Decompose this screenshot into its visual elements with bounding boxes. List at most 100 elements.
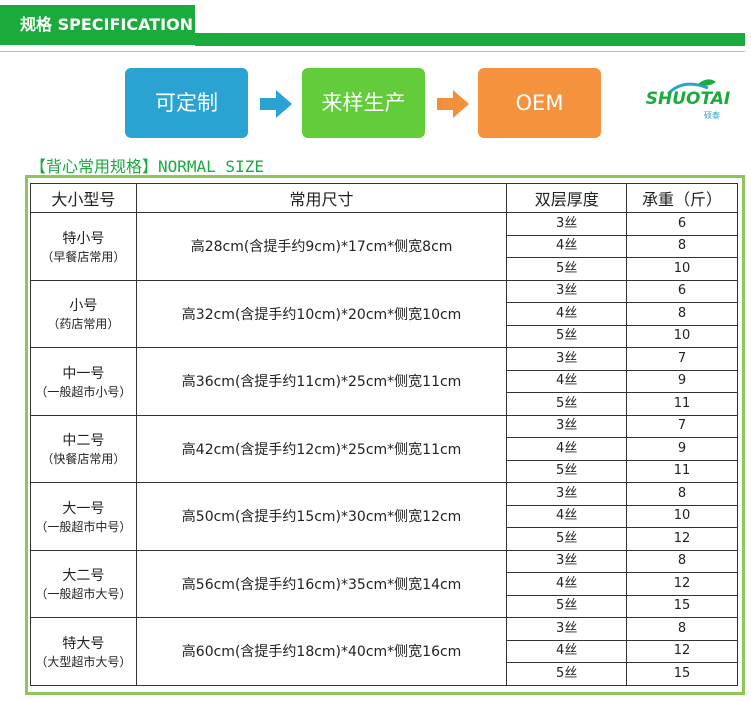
weight-cell: 7 — [626, 347, 738, 371]
weight-cell: 8 — [626, 482, 738, 506]
model-cell: 中一号 （一般超市小号） — [30, 347, 137, 416]
model-cell: 大二号 （一般超市大号） — [30, 549, 137, 618]
table-row: 特小号 （早餐店常用） 高28cm(含提手约9cm)*17cm*侧宽8cm 3丝 6 — [30, 212, 738, 281]
ply-cell: 5丝 — [506, 459, 628, 483]
size-cell: 高60cm(含提手约18cm)*40cm*侧宽16cm — [135, 617, 508, 686]
header-tab: 规格 SPECIFICATION — [0, 5, 195, 45]
size-cell: 高32cm(含提手约10cm)*20cm*侧宽10cm — [135, 279, 508, 348]
model-cell: 特大号 （大型超市大号） — [30, 617, 137, 686]
ply-cell: 5丝 — [506, 527, 628, 551]
table-row: 4丝 8 — [31, 302, 738, 326]
ply-cell: 3丝 — [506, 549, 628, 573]
table-row: 大二号 （一般超市大号） 高56cm(含提手约16cm)*35cm*侧宽14cm 3丝… — [30, 549, 738, 618]
weight-cell: 7 — [626, 414, 738, 438]
ply-cell: 4丝 — [506, 302, 628, 326]
weight-cell: 11 — [626, 392, 738, 416]
col-header: 承重（斤） — [626, 183, 738, 213]
header-rule — [0, 51, 745, 52]
col-header: 大小型号 — [30, 183, 137, 213]
weight-cell: 10 — [626, 324, 738, 348]
model-cell: 小号 （药店常用） — [30, 279, 137, 348]
table-row: 中二号 （快餐店常用） 高42cm(含提手约12cm)*25cm*侧宽11cm 3丝 7 — [30, 414, 738, 483]
size-cell: 高56cm(含提手约16cm)*35cm*侧宽14cm — [135, 549, 508, 618]
weight-cell: 8 — [626, 302, 738, 326]
weight-cell: 8 — [626, 549, 738, 573]
size-cell: 高28cm(含提手约9cm)*17cm*侧宽8cm — [135, 212, 508, 281]
table-frame — [25, 175, 745, 695]
logo: SHUOTAI 硕泰 — [646, 79, 731, 120]
logo-name: SHUOTAI — [646, 89, 731, 109]
flow-step: OEM — [478, 68, 601, 138]
model-note: （大型超市大号） — [35, 654, 132, 669]
ply-cell: 3丝 — [506, 482, 628, 506]
table-row: 5丝 15 — [31, 594, 738, 618]
model-name: 特大号 — [62, 635, 105, 652]
ply-cell: 4丝 — [506, 639, 628, 663]
ply-cell: 3丝 — [506, 212, 628, 236]
weight-cell: 12 — [626, 639, 738, 663]
ply-cell: 4丝 — [506, 369, 628, 393]
ply-cell: 5丝 — [506, 662, 628, 686]
model-name: 大一号 — [62, 500, 105, 517]
ply-cell: 5丝 — [506, 392, 628, 416]
weight-cell: 6 — [626, 212, 738, 236]
weight-cell: 15 — [626, 662, 738, 686]
weight-cell: 9 — [626, 437, 738, 461]
header-row: 大小型号 常用尺寸 双层厚度 承重（斤） — [30, 183, 738, 213]
table-row: 5丝 11 — [31, 459, 738, 483]
model-cell: 中二号 （快餐店常用） — [30, 414, 137, 483]
model-note: （一般超市大号） — [35, 587, 132, 602]
weight-cell: 11 — [626, 459, 738, 483]
spec-table: 大小型号 常用尺寸 双层厚度 承重（斤） 特小号 （早餐店常用） 高28cm(含提手… — [30, 183, 738, 686]
flow-arrow — [437, 90, 469, 118]
model-note: （早餐店常用） — [41, 249, 126, 264]
ply-cell: 4丝 — [506, 504, 628, 528]
ply-cell: 3丝 — [506, 617, 628, 641]
table-row: 特大号 （大型超市大号） 高60cm(含提手约18cm)*40cm*侧宽16cm 3丝… — [30, 617, 738, 686]
model-name: 中二号 — [62, 433, 105, 450]
flow-step: 可定制 — [125, 68, 248, 138]
weight-cell: 6 — [626, 279, 738, 303]
ply-cell: 4丝 — [506, 437, 628, 461]
model-note: （快餐店常用） — [41, 452, 126, 467]
weight-cell: 10 — [626, 257, 738, 281]
ply-cell: 3丝 — [506, 279, 628, 303]
model-name: 小号 — [69, 298, 98, 315]
size-cell: 高50cm(含提手约15cm)*30cm*侧宽12cm — [135, 482, 508, 551]
ply-cell: 4丝 — [506, 234, 628, 258]
ply-cell: 5丝 — [506, 594, 628, 618]
flow-arrow — [260, 90, 292, 118]
model-note: （一般超市中号） — [35, 519, 132, 534]
table-row: 5丝 10 — [31, 324, 738, 348]
model-name: 大二号 — [62, 568, 105, 585]
model-cell: 特小号 （早餐店常用） — [30, 212, 137, 281]
size-cell: 高42cm(含提手约12cm)*25cm*侧宽11cm — [135, 414, 508, 483]
weight-cell: 10 — [626, 504, 738, 528]
table-row: 4丝 10 — [31, 504, 738, 528]
ply-cell: 5丝 — [506, 324, 628, 348]
weight-cell: 12 — [626, 527, 738, 551]
subtitle: 【背心常用规格】NORMAL SIZE — [30, 157, 264, 176]
table-row: 中一号 （一般超市小号） 高36cm(含提手约11cm)*25cm*侧宽11cm 3丝… — [30, 347, 738, 416]
col-header: 常用尺寸 — [135, 183, 508, 213]
ply-cell: 5丝 — [506, 257, 628, 281]
table-row: 4丝 9 — [31, 369, 738, 393]
table-row: 5丝 15 — [31, 662, 738, 686]
col-header: 双层厚度 — [506, 183, 628, 213]
model-note: （一般超市小号） — [35, 384, 132, 399]
ply-cell: 3丝 — [506, 347, 628, 371]
model-note: （药店常用） — [47, 317, 120, 332]
weight-cell: 8 — [626, 234, 738, 258]
table-row: 大一号 （一般超市中号） 高50cm(含提手约15cm)*30cm*侧宽12cm 3丝… — [30, 482, 738, 551]
model-cell: 大一号 （一般超市中号） — [30, 482, 137, 551]
header-band — [195, 33, 745, 46]
size-cell: 高36cm(含提手约11cm)*25cm*侧宽11cm — [135, 347, 508, 416]
model-name: 中一号 — [62, 365, 105, 382]
flow-step: 来样生产 — [302, 68, 425, 138]
table-row: 小号 （药店常用） 高32cm(含提手约10cm)*20cm*侧宽10cm 3丝 6 — [30, 279, 738, 348]
weight-cell: 8 — [626, 617, 738, 641]
model-name: 特小号 — [62, 230, 105, 247]
ply-cell: 3丝 — [506, 414, 628, 438]
weight-cell: 15 — [626, 594, 738, 618]
